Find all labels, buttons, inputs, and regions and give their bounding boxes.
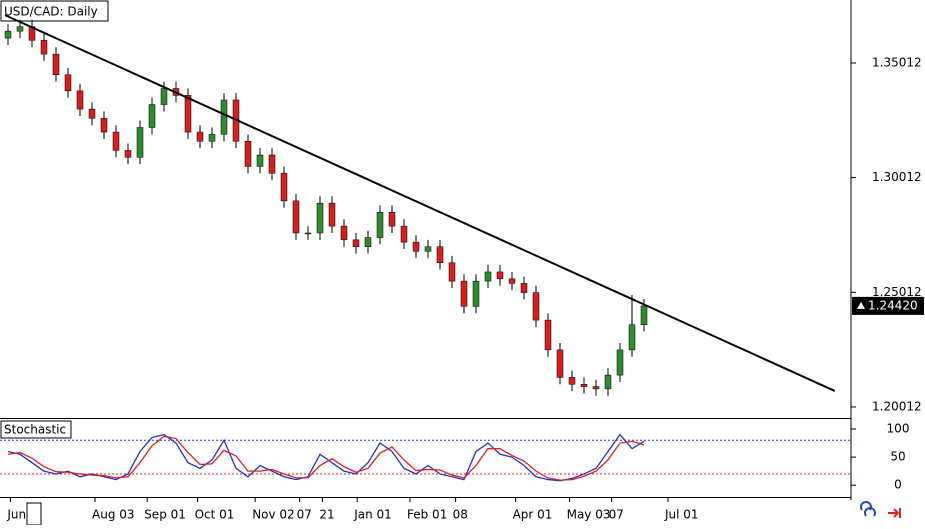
candle-body — [544, 319, 552, 351]
y-tick-label: 0 — [894, 478, 902, 492]
candle-body — [472, 280, 480, 307]
candle-body — [136, 127, 144, 158]
candle-body — [256, 154, 264, 167]
candle-body — [304, 232, 312, 235]
candle-body — [340, 225, 348, 241]
arrow-icon[interactable] — [888, 508, 901, 518]
current-price-label: 1.24420 — [868, 298, 918, 312]
candle-body — [52, 53, 60, 75]
trendline — [4, 14, 836, 392]
candle-body — [520, 283, 528, 293]
y-tick-label: 1.30012 — [872, 170, 922, 184]
stochastic-line — [7, 433, 645, 482]
candle-body — [316, 202, 324, 234]
candle-body — [508, 278, 516, 284]
candle-body — [184, 95, 192, 133]
candle-body — [484, 271, 492, 282]
title-box — [0, 420, 72, 439]
candle-body — [40, 40, 48, 55]
x-tick-label: Feb 01 — [407, 508, 447, 522]
candle-body — [328, 202, 336, 227]
x-tick-label: Oct 01 — [195, 508, 235, 522]
toolbar-icons[interactable] — [860, 501, 901, 518]
candle-body — [592, 386, 600, 390]
candle-body — [268, 154, 276, 174]
candle-body — [364, 237, 372, 247]
x-tick-label: 07 — [609, 508, 624, 522]
candle-body — [292, 200, 300, 234]
candle-body — [412, 241, 420, 252]
price-marker — [857, 301, 865, 309]
candle-body — [124, 150, 132, 158]
x-tick-label: Sep 01 — [144, 508, 186, 522]
candle-body — [76, 90, 84, 110]
candle-body — [280, 173, 288, 202]
stochastic-line — [7, 435, 645, 481]
candle-body — [16, 26, 24, 32]
x-tick-label: Aug 03 — [92, 508, 135, 522]
candle-body — [4, 30, 12, 39]
candle-body — [556, 349, 564, 378]
candle-body — [640, 305, 648, 325]
y-tick-label: 1.35012 — [872, 56, 922, 70]
x-tick-label: 08 — [453, 508, 468, 522]
x-tick-label: Nov 02 — [252, 508, 295, 522]
title-box — [0, 0, 109, 22]
candle-body — [436, 246, 444, 264]
candle-body — [568, 377, 576, 385]
candle-body — [496, 271, 504, 280]
x-tick-label: 21 — [319, 508, 334, 522]
candle-body — [208, 134, 216, 142]
candle-body — [604, 374, 612, 390]
candle-body — [352, 239, 360, 247]
candle-body — [460, 280, 468, 307]
candle-body — [388, 212, 396, 227]
candle-body — [100, 118, 108, 133]
candle-body — [64, 74, 72, 92]
candle-body — [376, 212, 384, 238]
candle-body — [580, 384, 588, 387]
candle-body — [244, 140, 252, 167]
candle-body — [160, 88, 168, 105]
candle-body — [616, 349, 624, 376]
candle-body — [628, 324, 636, 351]
candle-body — [448, 262, 456, 282]
candle-body — [424, 246, 432, 252]
candle-body — [400, 225, 408, 243]
x-tick-label: Jul 01 — [664, 508, 699, 522]
y-tick-label: 50 — [890, 450, 905, 464]
candle-body — [196, 131, 204, 142]
x-tick-label: May 03 — [567, 508, 611, 522]
candle-body — [88, 108, 96, 119]
candle-body — [112, 131, 120, 151]
price-tag — [852, 296, 924, 315]
candle-body — [532, 292, 540, 321]
link-icon[interactable] — [860, 501, 876, 517]
date-cursor-box — [26, 502, 42, 526]
x-tick-label: Apr 01 — [513, 508, 553, 522]
x-tick-label: Jan 01 — [353, 508, 392, 522]
candle-body — [148, 104, 156, 128]
y-tick-label: 1.20012 — [872, 399, 922, 413]
y-tick-label: 1.25012 — [872, 285, 922, 299]
indicator-title: Stochastic — [4, 423, 66, 437]
candle-body — [220, 99, 228, 135]
x-tick-label: Jun — [6, 508, 26, 522]
y-tick-label: 100 — [887, 421, 910, 435]
x-tick-label: 07 — [297, 508, 312, 522]
chart-title: USD/CAD: Daily — [4, 5, 98, 19]
